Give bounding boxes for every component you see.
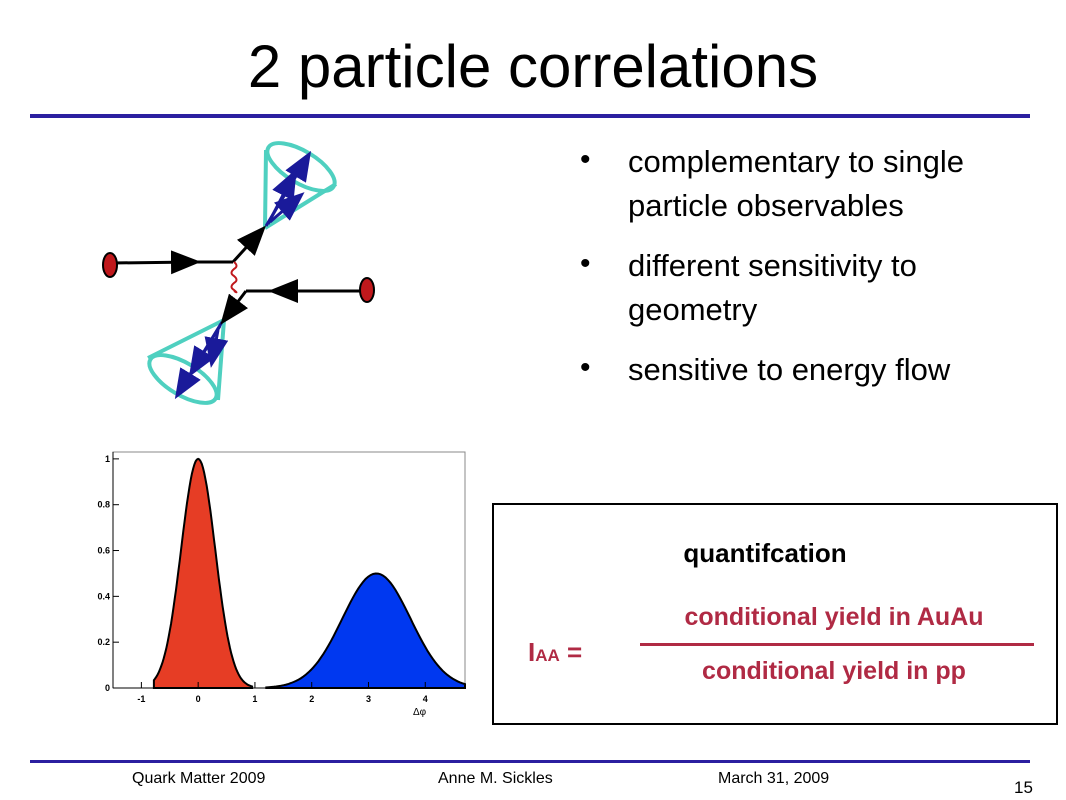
list-item: • complementary to single particle obser… xyxy=(580,140,1000,228)
bullet-text: sensitive to energy flow xyxy=(628,352,951,387)
y-tick-label: 1 xyxy=(105,454,110,464)
parton-lines xyxy=(111,225,366,325)
list-item: • different sensitivity to geometry xyxy=(580,244,1000,332)
bullet-text: complementary to single particle observa… xyxy=(628,144,964,223)
bullet-marker: • xyxy=(580,351,591,384)
fraction-numerator: conditional yield in AuAu xyxy=(684,603,984,631)
fraction-bar xyxy=(640,643,1034,646)
box-heading: quantifcation xyxy=(683,538,847,568)
slide-title: 2 particle correlations xyxy=(247,33,819,100)
bullet-text: different sensitivity to geometry xyxy=(628,248,917,327)
peak-area-1 xyxy=(265,572,466,689)
bullet-marker: • xyxy=(580,143,591,176)
y-tick-label: 0.4 xyxy=(97,591,110,601)
list-item: • sensitive to energy flow xyxy=(580,348,1000,392)
fraction-denominator: conditional yield in pp xyxy=(702,657,966,685)
iaa-subscript: AA xyxy=(535,646,560,665)
y-tick-label: 0 xyxy=(105,683,110,693)
x-tick-label: -1 xyxy=(137,694,145,704)
bullet-list: • complementary to single particle obser… xyxy=(580,140,1000,408)
equals-sign: = xyxy=(567,637,583,667)
peak-area-0 xyxy=(152,457,254,689)
y-tick-label: 0.6 xyxy=(97,546,110,556)
correlation-plot: -1 0 1 2 3 4 0 0.2 0.4 0.6 0.8 1 Δφ xyxy=(97,451,466,718)
x-tick-label: 3 xyxy=(366,694,371,704)
gluon-exchange xyxy=(230,261,238,294)
page-number: 15 xyxy=(1014,778,1033,797)
y-tick-label: 0.2 xyxy=(97,637,110,647)
quantification-box: quantifcation IAA = conditional yield in… xyxy=(492,503,1058,725)
x-tick-label: 1 xyxy=(252,694,257,704)
x-axis-label: Δφ xyxy=(413,707,427,718)
incoming-nucleus-left xyxy=(102,252,118,278)
incoming-nucleus-right xyxy=(359,277,375,303)
y-tick-label: 0.8 xyxy=(97,500,110,510)
lower-jet-cone xyxy=(147,318,226,405)
title-divider xyxy=(30,114,1030,118)
x-tick-label: 2 xyxy=(309,694,314,704)
footer-divider xyxy=(30,760,1030,763)
footer-date: March 31, 2009 xyxy=(718,770,830,787)
jet-particle-arrows xyxy=(174,150,312,400)
footer-author: Anne M. Sickles xyxy=(438,770,553,787)
dijet-diagram xyxy=(102,141,375,405)
x-tick-label: 0 xyxy=(196,694,201,704)
iaa-main: I xyxy=(528,637,536,667)
x-tick-label: 4 xyxy=(423,694,428,704)
bullet-marker: • xyxy=(580,247,591,280)
footer-conference: Quark Matter 2009 xyxy=(132,770,266,787)
iaa-symbol: IAA = xyxy=(528,637,582,668)
